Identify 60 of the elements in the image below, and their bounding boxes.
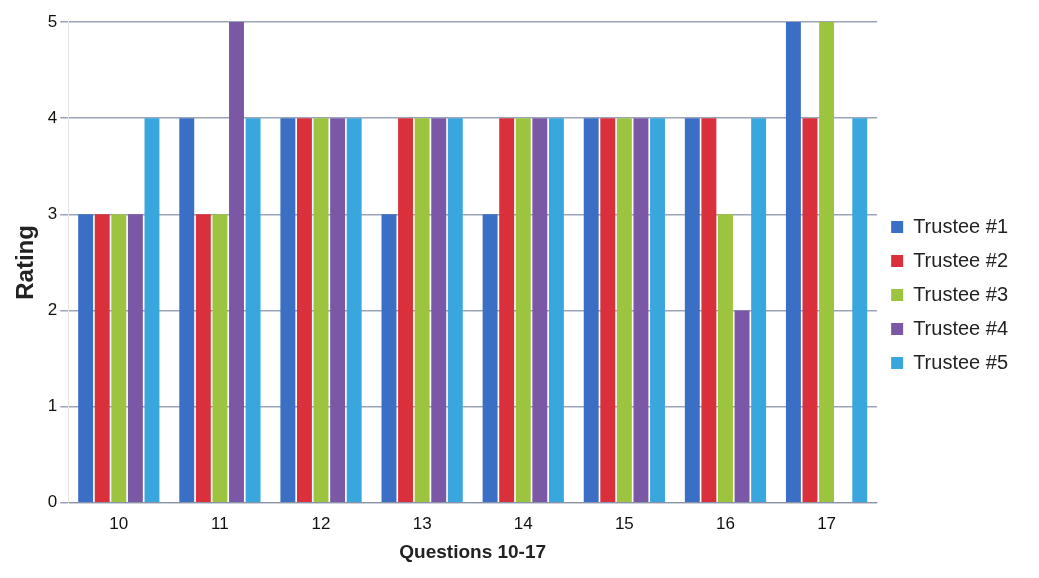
- bar: [398, 118, 414, 503]
- y-tick-label: 1: [47, 396, 58, 416]
- bar: [195, 214, 211, 503]
- legend-label: Trustee #1: [913, 214, 1009, 237]
- bar: [684, 118, 700, 503]
- x-tick-label: 11: [211, 513, 229, 533]
- bar: [330, 118, 346, 503]
- y-axis-title: Rating: [11, 225, 39, 300]
- bar: [499, 118, 515, 503]
- bar: [515, 118, 531, 503]
- x-axis-title: Questions 10-17: [399, 540, 547, 562]
- bar: [381, 214, 397, 503]
- legend-label: Trustee #2: [913, 248, 1009, 271]
- bar: [280, 118, 296, 503]
- bar: [633, 118, 649, 503]
- legend-label: Trustee #4: [913, 316, 1009, 339]
- bar: [127, 214, 143, 503]
- bar: [78, 214, 94, 503]
- x-tick-label: 16: [716, 513, 735, 533]
- x-tick-label: 10: [109, 513, 129, 533]
- y-tick-label: 3: [47, 204, 58, 224]
- bar: [548, 118, 564, 503]
- bar: [819, 22, 835, 503]
- bar: [179, 118, 195, 503]
- bar: [650, 118, 665, 503]
- bar: [414, 118, 430, 503]
- x-tick-label: 15: [614, 513, 634, 533]
- bar: [245, 118, 261, 503]
- bar: [212, 214, 228, 503]
- y-tick-label: 0: [47, 492, 58, 512]
- bar: [111, 214, 127, 503]
- legend-label: Trustee #3: [913, 282, 1009, 305]
- y-tick-label: 2: [47, 300, 58, 320]
- bar: [313, 118, 329, 503]
- x-tick-label: 14: [513, 513, 533, 533]
- x-tick-label: 17: [817, 513, 837, 533]
- bar: [600, 118, 616, 503]
- bar: [447, 118, 463, 503]
- bar: [532, 118, 548, 503]
- bar: [431, 118, 447, 503]
- bar: [482, 214, 498, 503]
- bar: [346, 118, 362, 503]
- bar: [718, 214, 733, 503]
- x-tick-label: 13: [412, 513, 432, 533]
- bar: [296, 118, 312, 503]
- bar: [144, 118, 160, 503]
- y-tick-label: 4: [47, 107, 58, 127]
- bar: [785, 22, 801, 503]
- bar: [616, 118, 632, 503]
- bar: [734, 310, 750, 503]
- bar: [583, 118, 599, 503]
- x-tick-label: 12: [311, 513, 331, 533]
- bar: [229, 22, 244, 503]
- y-tick-label: 5: [47, 11, 58, 31]
- bar: [751, 118, 767, 503]
- bar: [852, 118, 868, 503]
- bar: [701, 118, 717, 503]
- bar: [94, 214, 110, 503]
- bar: [802, 118, 818, 503]
- legend-label: Trustee #5: [913, 350, 1009, 373]
